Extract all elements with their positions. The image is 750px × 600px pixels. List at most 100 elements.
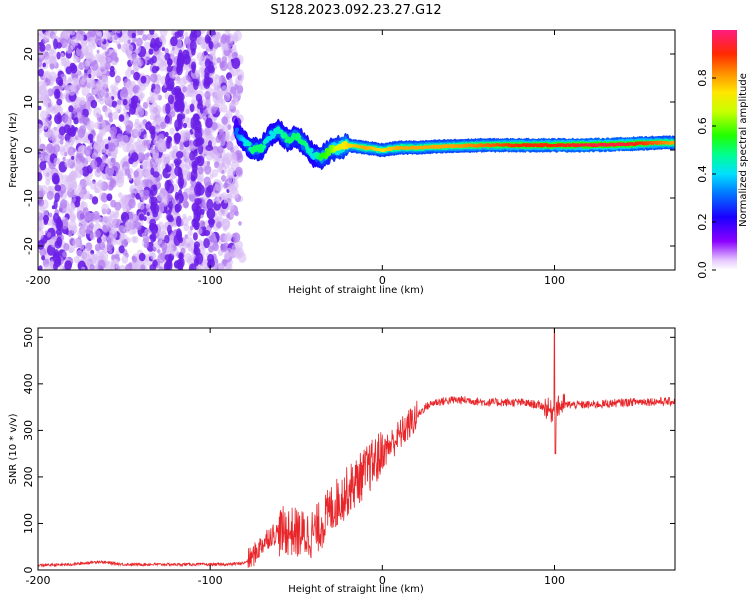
noise-speck: [101, 234, 106, 241]
noise-speck: [230, 151, 237, 161]
noise-speck: [91, 82, 96, 89]
noise-speck: [204, 165, 212, 175]
noise-streak: [173, 158, 182, 166]
noise-speck: [225, 109, 233, 119]
noise-speck: [91, 196, 99, 205]
noise-speck: [184, 90, 191, 98]
noise-speck: [94, 229, 101, 238]
noise-streak: [176, 151, 184, 159]
noise-speck: [159, 30, 168, 37]
noise-streak: [189, 103, 195, 113]
noise-speck: [149, 106, 156, 115]
noise-speck: [125, 124, 133, 134]
noise-speck: [120, 211, 130, 223]
noise-speck: [41, 199, 49, 210]
noise-speck: [206, 106, 213, 115]
noise-speck: [182, 122, 188, 129]
colorbar-tick-label: 0.6: [696, 117, 709, 135]
spectrogram-x-label: Height of straight line (km): [288, 285, 424, 296]
noise-region: [38, 30, 247, 270]
noise-streak: [56, 216, 62, 227]
noise-speck: [38, 135, 42, 147]
noise-streak: [179, 257, 185, 268]
noise-speck: [154, 127, 160, 134]
noise-streak: [165, 74, 170, 86]
noise-speck: [204, 91, 211, 100]
noise-speck: [210, 106, 217, 115]
noise-speck: [175, 76, 181, 85]
noise-speck: [110, 51, 118, 61]
noise-speck: [43, 214, 49, 223]
noise-speck: [137, 151, 145, 162]
noise-speck: [197, 227, 203, 235]
noise-speck: [218, 107, 223, 113]
noise-speck: [108, 112, 113, 119]
noise-speck: [45, 117, 49, 123]
noise-speck: [156, 192, 164, 202]
x-tick-label: 100: [544, 574, 565, 587]
noise-speck: [223, 183, 228, 189]
noise-speck: [148, 48, 154, 55]
noise-speck: [91, 43, 96, 50]
noise-speck: [182, 200, 189, 208]
noise-speck: [188, 186, 196, 196]
snr-frame: [37, 327, 676, 571]
noise-speck: [98, 164, 104, 172]
noise-streak: [173, 132, 181, 142]
noise-speck: [150, 73, 158, 83]
noise-speck: [136, 37, 143, 47]
noise-speck: [77, 229, 85, 239]
noise-speck: [87, 133, 94, 141]
noise-speck: [52, 33, 57, 39]
noise-streak: [54, 184, 62, 192]
noise-streak: [56, 98, 63, 106]
noise-streak: [165, 165, 172, 173]
noise-speck: [238, 221, 242, 226]
noise-speck: [49, 63, 55, 70]
noise-speck: [220, 243, 228, 253]
noise-speck: [101, 155, 107, 161]
noise-streak: [195, 252, 204, 265]
noise-speck: [93, 145, 103, 158]
noise-streak: [193, 149, 198, 157]
noise-speck: [198, 176, 204, 183]
noise-speck: [38, 190, 44, 200]
noise-streak: [151, 202, 157, 215]
noise-speck: [188, 139, 194, 147]
noise-streak: [150, 128, 156, 140]
noise-speck: [115, 30, 121, 34]
noise-speck: [39, 247, 47, 257]
colorbar-tick-label: 0.4: [696, 165, 709, 183]
noise-streak: [55, 76, 64, 86]
noise-speck: [123, 114, 130, 122]
noise-speck: [89, 222, 94, 229]
noise-speck: [50, 127, 59, 139]
noise-speck: [38, 239, 45, 250]
noise-speck: [61, 114, 68, 124]
noise-speck: [75, 47, 83, 57]
noise-speck: [236, 169, 242, 176]
noise-streak: [207, 65, 215, 74]
noise-speck: [131, 32, 136, 39]
noise-speck: [74, 238, 83, 248]
noise-speck: [65, 44, 74, 54]
chart-title: S128.2023.092.23.27.G12: [270, 3, 441, 18]
noise-speck: [187, 77, 192, 83]
noise-speck: [227, 183, 234, 192]
noise-streak: [203, 238, 210, 249]
noise-speck: [42, 98, 49, 107]
noise-speck: [81, 193, 87, 200]
noise-speck: [158, 266, 164, 270]
noise-speck: [221, 98, 226, 105]
noise-speck: [88, 30, 96, 38]
noise-speck: [81, 85, 90, 97]
snr-x-label: Height of straight line (km): [288, 584, 424, 595]
noise-speck: [119, 233, 125, 241]
y-tick-label: 200: [22, 466, 35, 487]
noise-speck: [111, 258, 120, 269]
noise-speck: [111, 30, 117, 34]
noise-speck: [110, 84, 116, 92]
noise-streak: [149, 189, 154, 200]
spectrogram-y-label: Frequency (Hz): [8, 112, 19, 188]
noise-speck: [205, 99, 212, 107]
